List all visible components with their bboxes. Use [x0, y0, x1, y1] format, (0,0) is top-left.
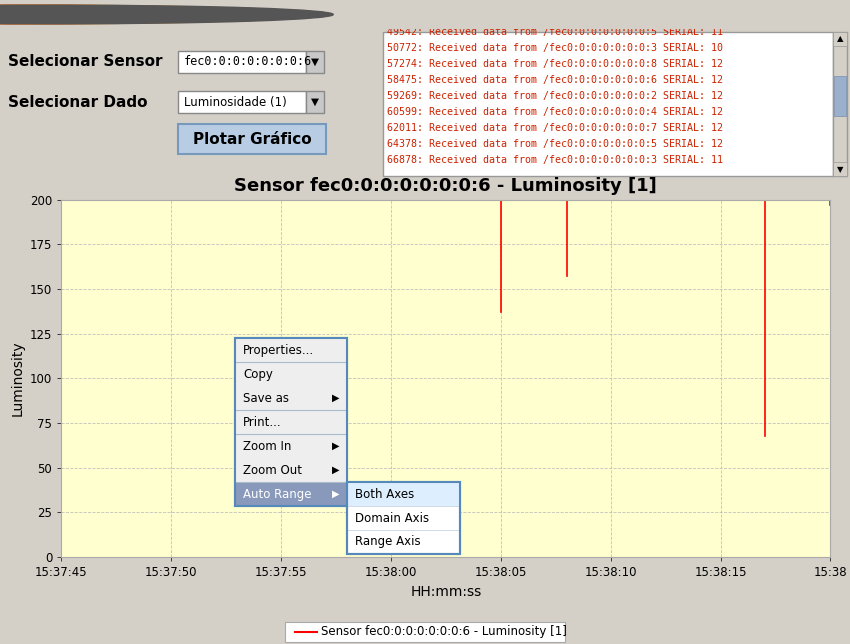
Text: ▼: ▼ [836, 164, 843, 173]
Bar [235, 458, 347, 482]
Bar [235, 410, 347, 434]
Bar [833, 32, 847, 176]
Title: Sensor fec0:0:0:0:0:0:0:6 - Luminosity [1]: Sensor fec0:0:0:0:0:0:0:6 - Luminosity [… [235, 177, 657, 195]
Bar [306, 91, 324, 113]
Text: ▼: ▼ [311, 97, 319, 107]
Text: ▶: ▶ [332, 465, 339, 475]
Text: 57274: Received data from /fec0:0:0:0:0:0:0:8 SERIAL: 12: 57274: Received data from /fec0:0:0:0:0:… [387, 59, 723, 69]
Bar [383, 32, 833, 176]
Text: 58475: Received data from /fec0:0:0:0:0:0:0:6 SERIAL: 12: 58475: Received data from /fec0:0:0:0:0:… [387, 75, 723, 85]
X-axis label: HH:mm:ss: HH:mm:ss [411, 585, 481, 599]
Text: Zoom Out: Zoom Out [243, 464, 302, 477]
Circle shape [0, 5, 333, 24]
Text: ▶: ▶ [332, 441, 339, 451]
Text: Copy: Copy [243, 368, 273, 381]
Bar [235, 386, 347, 410]
Text: Zoom In: Zoom In [243, 439, 292, 453]
Text: 50772: Received data from /fec0:0:0:0:0:0:0:3 SERIAL: 10: 50772: Received data from /fec0:0:0:0:0:… [387, 43, 723, 53]
Bar [178, 124, 326, 154]
Text: ▶: ▶ [332, 489, 339, 499]
Text: Properties...: Properties... [243, 343, 314, 357]
Bar [347, 482, 460, 554]
Text: ▶: ▶ [332, 393, 339, 403]
Text: 66878: Received data from /fec0:0:0:0:0:0:0:3 SERIAL: 11: 66878: Received data from /fec0:0:0:0:0:… [387, 155, 723, 165]
Bar [347, 482, 460, 506]
Bar [235, 362, 347, 386]
Bar [833, 162, 847, 176]
Bar [235, 338, 347, 506]
Bar [833, 32, 847, 46]
Text: Save as: Save as [243, 392, 289, 404]
Bar [834, 76, 846, 116]
Y-axis label: Luminosity: Luminosity [10, 341, 25, 416]
Text: 59269: Received data from /fec0:0:0:0:0:0:0:2 SERIAL: 12: 59269: Received data from /fec0:0:0:0:0:… [387, 91, 723, 101]
Text: ▲: ▲ [836, 35, 843, 44]
Text: Luminosidade (1): Luminosidade (1) [184, 95, 286, 108]
Text: Plotar Gráfico: Plotar Gráfico [193, 131, 311, 147]
Text: Selecionar Sensor: Selecionar Sensor [8, 55, 162, 70]
Text: Selecionar Dado: Selecionar Dado [8, 95, 148, 109]
Bar [235, 482, 347, 506]
Bar [347, 482, 460, 554]
Text: Sensor fec0:0:0:0:0:0:0:6 - Luminosity [1]: Sensor fec0:0:0:0:0:0:0:6 - Luminosity [… [321, 625, 567, 638]
Bar [235, 338, 347, 362]
Text: Auto Range: Auto Range [243, 488, 311, 500]
Text: fec0:0:0:0:0:0:0:6: fec0:0:0:0:0:0:0:6 [184, 55, 312, 68]
Text: Print...: Print... [243, 415, 281, 428]
Bar [178, 51, 306, 73]
Text: 49542: Received data from /fec0:0:0:0:0:0:0:5 SERIAL: 11: 49542: Received data from /fec0:0:0:0:0:… [387, 27, 723, 37]
Bar [235, 338, 347, 506]
Text: ▼: ▼ [311, 57, 319, 67]
Bar [306, 51, 324, 73]
Bar [285, 622, 565, 642]
Bar [235, 434, 347, 458]
Text: Range Axis: Range Axis [355, 536, 421, 549]
Bar [178, 91, 306, 113]
Text: Both Axes: Both Axes [355, 488, 414, 500]
Circle shape [0, 5, 313, 24]
Text: 62011: Received data from /fec0:0:0:0:0:0:0:7 SERIAL: 12: 62011: Received data from /fec0:0:0:0:0:… [387, 123, 723, 133]
Text: 60599: Received data from /fec0:0:0:0:0:0:0:4 SERIAL: 12: 60599: Received data from /fec0:0:0:0:0:… [387, 107, 723, 117]
Circle shape [0, 5, 287, 24]
Text: Domain Axis: Domain Axis [355, 511, 429, 524]
Text: 64378: Received data from /fec0:0:0:0:0:0:0:5 SERIAL: 12: 64378: Received data from /fec0:0:0:0:0:… [387, 139, 723, 149]
